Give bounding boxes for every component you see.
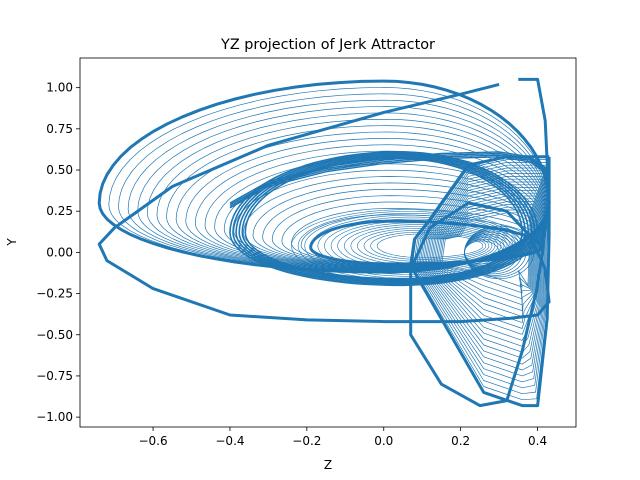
inner-loop bbox=[350, 226, 496, 266]
y-tick-label: 0.00 bbox=[46, 245, 73, 259]
inner-loop bbox=[363, 230, 490, 262]
upper-dense-band bbox=[229, 151, 550, 204]
y-tick-label: −0.25 bbox=[36, 287, 73, 301]
upper-dense-band bbox=[229, 156, 550, 209]
x-tick-label: 0.4 bbox=[528, 434, 547, 448]
right-lobe-loop bbox=[433, 198, 536, 317]
y-tick-label: −1.00 bbox=[36, 410, 73, 424]
inner-loop bbox=[376, 233, 484, 258]
right-lobe-loop bbox=[425, 184, 540, 347]
x-tick-label: 0.0 bbox=[374, 434, 393, 448]
x-axis-label: Z bbox=[324, 458, 332, 472]
right-lobe-loop bbox=[421, 176, 543, 365]
inner-loop bbox=[317, 216, 511, 275]
inner-loop bbox=[343, 224, 499, 268]
x-axis-ticks: −0.6 −0.4 −0.2 0.0 0.2 0.4 bbox=[138, 427, 547, 448]
plot-frame bbox=[79, 57, 577, 428]
x-tick-label: 0.2 bbox=[451, 434, 470, 448]
middle-loop-band bbox=[232, 152, 536, 285]
y-tick-label: 1.00 bbox=[46, 81, 73, 95]
inner-loop bbox=[297, 211, 520, 281]
upper-dense-band bbox=[229, 152, 550, 206]
right-lobe-loop bbox=[441, 212, 531, 288]
inner-loop bbox=[337, 222, 502, 270]
x-tick-label: −0.4 bbox=[215, 434, 244, 448]
right-lobe-loop bbox=[424, 181, 541, 353]
x-tick-label: −0.2 bbox=[292, 434, 321, 448]
y-tick-label: −0.50 bbox=[36, 328, 73, 342]
right-lobe-loop bbox=[436, 204, 534, 306]
middle-loop-band bbox=[238, 155, 530, 283]
y-tick-label: −0.75 bbox=[36, 369, 73, 383]
y-tick-label: 0.25 bbox=[46, 204, 73, 218]
chart-title: YZ projection of Jerk Attractor bbox=[220, 37, 435, 53]
right-lobe-loop bbox=[427, 187, 539, 341]
y-tick-label: 0.75 bbox=[46, 122, 73, 136]
upper-dense-band bbox=[229, 154, 550, 207]
right-lobe-loop bbox=[409, 155, 551, 408]
y-tick-label: 0.50 bbox=[46, 163, 73, 177]
right-lobe-loop bbox=[438, 206, 533, 300]
right-lobe-loop bbox=[422, 178, 542, 359]
right-lobe-loop bbox=[434, 201, 535, 312]
attractor-trajectory bbox=[97, 77, 551, 408]
inner-loop bbox=[330, 220, 505, 271]
right-lobe-loop bbox=[439, 209, 532, 294]
right-lobe-loop bbox=[411, 159, 549, 401]
center-small-loop bbox=[464, 240, 500, 265]
inner-loop bbox=[304, 213, 517, 279]
y-axis-label: Y bbox=[5, 238, 19, 247]
series-line bbox=[97, 77, 551, 408]
inner-loop bbox=[370, 231, 487, 260]
right-lobe-loop bbox=[416, 167, 546, 383]
y-axis-ticks: −1.00 −0.75 −0.50 −0.25 0.00 0.25 0.50 0.75 1.00 bbox=[36, 81, 80, 424]
inner-loop bbox=[357, 228, 493, 264]
middle-loop-band bbox=[229, 151, 539, 287]
middle-loop-band bbox=[235, 153, 533, 284]
x-tick-label: −0.6 bbox=[138, 434, 167, 448]
